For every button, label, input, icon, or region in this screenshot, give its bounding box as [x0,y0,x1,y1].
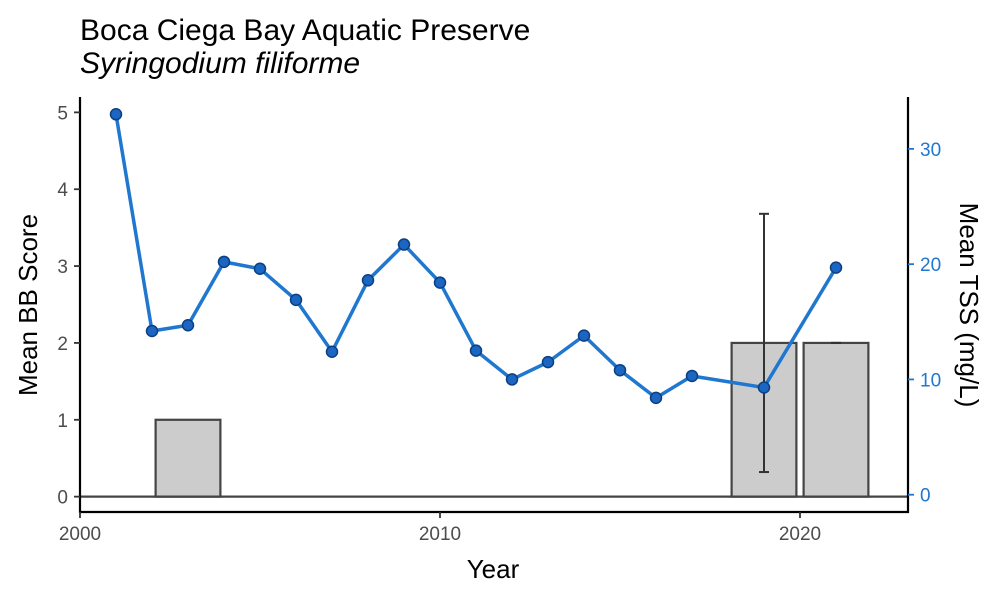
tss-point-2001 [109,108,123,121]
plot-area: 0 1 2 3 4 5 0 10 20 30 2000 2010 2020 [57,97,941,545]
tss-point-2006 [289,293,303,307]
tss-point-2005 [253,262,267,276]
y-tick-label-1: 1 [57,411,68,432]
chart-title: Boca Ciega Bay Aquatic Preserve [80,14,530,47]
x-tick-label-2020: 2020 [779,524,821,545]
tss-point-2013 [541,355,555,369]
bar-2021 [802,341,870,498]
chart-subtitle: Syringodium filiforme [80,47,360,80]
y-tick-label-4: 4 [57,180,68,201]
tss-point-2004 [217,255,231,269]
tss-point-2003 [181,319,195,332]
tss-point-2008 [361,274,375,287]
y2-axis-title: Mean TSS (mg/L) [954,203,984,408]
tss-point-2010 [433,276,447,289]
bar-2003 [154,418,222,498]
y2-tick-label-30: 30 [920,140,941,161]
tss-point-2009 [397,238,411,251]
tss-point-2016 [649,391,663,405]
tss-point-2017 [685,369,699,383]
x-tick-label-2010: 2010 [419,524,461,545]
y-tick-label-0: 0 [57,488,68,509]
y-tick-label-5: 5 [57,103,68,124]
y2-tick-label-20: 20 [920,255,941,276]
y2-tick-label-10: 10 [920,370,941,391]
y-tick-label-3: 3 [57,257,68,278]
tss-point-2014 [577,329,591,342]
tss-point-2015 [613,363,627,377]
tss-point-2002 [145,324,159,338]
x-axis-title: Year [467,554,520,584]
tss-point-2007 [325,345,339,359]
tss-point-2012 [505,373,519,386]
x-tick-label-2000: 2000 [59,524,101,545]
tss-point-2019 [757,381,771,394]
y-axis-title: Mean BB Score [13,214,43,396]
y2-tick-label-0: 0 [920,486,931,507]
y-tick-label-2: 2 [57,334,68,355]
tss-point-2011 [469,344,483,357]
tss-point-2021 [829,261,843,274]
